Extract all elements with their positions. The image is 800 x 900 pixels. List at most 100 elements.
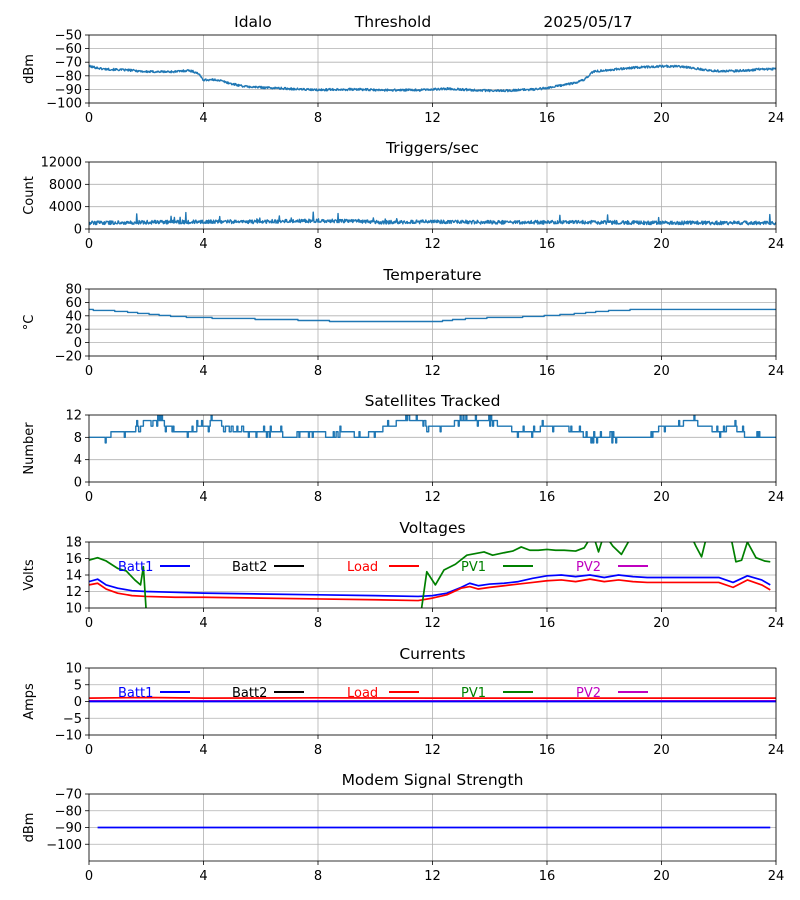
chart-title: Satellites Tracked [365, 392, 501, 410]
y-tick-label: 0 [74, 336, 82, 351]
x-tick-label: 12 [424, 237, 441, 252]
x-tick-label: 4 [199, 111, 207, 126]
plot-area-triggers [89, 211, 776, 226]
plot-area-currents [89, 696, 776, 703]
x-tick-label: 24 [768, 490, 785, 505]
y-tick-label: −90 [55, 821, 82, 836]
x-tick-label: 0 [85, 111, 93, 126]
x-tick-label: 0 [85, 364, 93, 379]
y-tick-label: 18 [65, 536, 82, 551]
x-tick-label: 4 [199, 616, 207, 631]
y-tick-label: −70 [55, 56, 82, 71]
chart-title: Triggers/sec [385, 139, 479, 157]
header-kind: Threshold [354, 13, 431, 31]
x-tick-label: 8 [314, 743, 322, 758]
chart-title: Temperature [382, 266, 481, 284]
x-tick-label: 12 [424, 111, 441, 126]
y-tick-label: −60 [55, 42, 82, 57]
chart-title: Currents [399, 645, 465, 663]
panel-threshold: 0 4 8 12 16 20 24 −50−60−70−80−90−100 dBm [22, 29, 784, 127]
x-tick-label: 4 [199, 869, 207, 884]
series-line-load [89, 578, 771, 602]
y-tick-label: 80 [65, 283, 82, 298]
plot-area-threshold [89, 64, 776, 93]
y-tick-label: −20 [55, 350, 82, 365]
y-tick-label: 12 [65, 585, 82, 600]
y-tick-label: 0 [74, 223, 82, 238]
x-tick-label: 8 [314, 490, 322, 505]
x-tick-label: 20 [653, 743, 670, 758]
series-line-pv1 [89, 542, 771, 608]
header-station: Idalo [234, 13, 272, 31]
x-tick-label: 24 [768, 111, 785, 126]
chart-title: Modem Signal Strength [342, 771, 524, 789]
x-tick-label: 24 [768, 616, 785, 631]
x-tick-label: 20 [653, 869, 670, 884]
y-tick-label: 8000 [49, 178, 82, 193]
x-tick-label: 12 [424, 869, 441, 884]
y-tick-label: −5 [63, 712, 82, 727]
y-tick-label: 4 [74, 453, 82, 468]
y-tick-label: −50 [55, 29, 82, 44]
y-tick-label: −80 [55, 804, 82, 819]
legend-label: PV2 [576, 686, 601, 701]
y-axis-label: dBm [22, 54, 37, 84]
x-tick-label: 16 [539, 869, 556, 884]
y-tick-label: −10 [55, 729, 82, 744]
x-tick-label: 0 [85, 616, 93, 631]
header-date: 2025/05/17 [543, 13, 632, 31]
x-tick-label: 0 [85, 869, 93, 884]
y-tick-label: 12000 [41, 156, 82, 171]
y-tick-label: −90 [55, 83, 82, 98]
series-line [89, 211, 776, 226]
legend-label: Load [347, 686, 378, 701]
x-tick-label: 8 [314, 111, 322, 126]
legend-label: PV1 [461, 560, 486, 575]
series-line [89, 415, 776, 444]
plot-area-temperature [89, 308, 776, 323]
y-tick-label: 0 [74, 695, 82, 710]
x-tick-label: 4 [199, 364, 207, 379]
x-tick-label: 4 [199, 743, 207, 758]
y-axis-label: °C [22, 315, 37, 331]
legend-label: Batt1 [118, 686, 153, 701]
y-tick-label: 16 [65, 552, 82, 567]
x-tick-label: 24 [768, 237, 785, 252]
x-tick-label: 16 [539, 111, 556, 126]
y-tick-label: 20 [65, 323, 82, 338]
y-tick-label: 14 [65, 569, 82, 584]
x-tick-label: 12 [424, 490, 441, 505]
legend-label: Batt2 [232, 560, 267, 575]
legend-label: PV1 [461, 686, 486, 701]
x-tick-label: 8 [314, 237, 322, 252]
x-tick-label: 20 [653, 364, 670, 379]
y-tick-label: −80 [55, 69, 82, 84]
y-axis-label: Count [22, 176, 37, 215]
series-line-batt1 [89, 574, 771, 598]
x-tick-label: 16 [539, 616, 556, 631]
legend-label: Batt1 [118, 560, 153, 575]
y-tick-label: 10 [65, 662, 82, 677]
y-tick-label: 4000 [49, 200, 82, 215]
y-tick-label: 12 [65, 409, 82, 424]
legend-label: Batt2 [232, 686, 267, 701]
chart-title: Voltages [399, 519, 465, 537]
x-tick-label: 12 [424, 743, 441, 758]
x-tick-label: 0 [85, 743, 93, 758]
y-tick-label: −70 [55, 788, 82, 803]
x-tick-label: 24 [768, 869, 785, 884]
x-tick-label: 24 [768, 743, 785, 758]
x-tick-label: 20 [653, 616, 670, 631]
x-tick-label: 24 [768, 364, 785, 379]
y-tick-label: 0 [74, 476, 82, 491]
panel-modem: 0 4 8 12 16 20 24 −70−80 −90 −100 Modem Signal Str… [22, 771, 784, 884]
plot-area-satellites [89, 415, 776, 444]
panel-currents: 0 4 8 12 16 20 24 105 0 −5 −10 Currents Amps Batt1 Bat… [22, 645, 784, 758]
series-line [89, 308, 776, 323]
x-tick-label: 16 [539, 490, 556, 505]
y-axis-label: Volts [22, 559, 37, 591]
series-line [89, 64, 776, 93]
plot-area-voltages [89, 542, 771, 608]
